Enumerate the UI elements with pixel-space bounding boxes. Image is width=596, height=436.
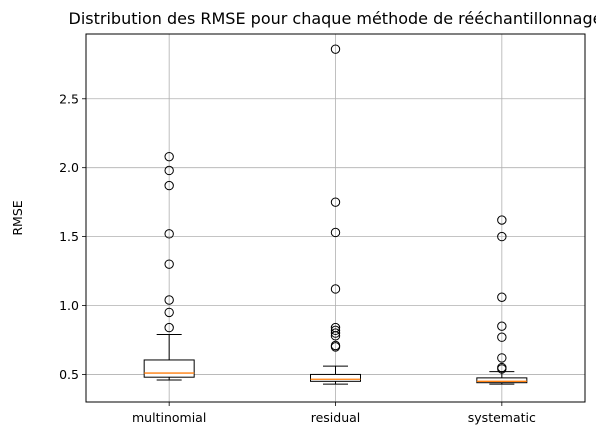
outlier-point	[164, 165, 174, 176]
outlier-point	[164, 180, 174, 191]
outlier-point	[497, 362, 507, 373]
ticks-layer: 0.5 1.0 1.5 2.0 2.5 multinomial residual system…	[59, 91, 536, 425]
chart-title: Distribution des RMSE pour chaque méthod…	[69, 9, 596, 28]
y-tick-label: 2.0	[59, 160, 79, 175]
x-tick-label: multinomial	[132, 410, 206, 425]
grid-layer	[86, 34, 585, 402]
x-tick-label: systematic	[468, 410, 536, 425]
outlier-point	[497, 215, 507, 225]
outlier-point	[164, 229, 174, 239]
x-tick-label: residual	[311, 410, 361, 425]
outlier-point	[330, 328, 341, 338]
outlier-point	[330, 197, 341, 207]
box-iqr	[476, 377, 528, 384]
outlier-point	[497, 353, 507, 363]
outlier-point	[164, 151, 174, 162]
outlier-point	[330, 284, 341, 294]
outlier-point	[330, 227, 341, 238]
boxes-layer	[143, 333, 528, 385]
outlier-point	[497, 231, 507, 242]
outlier-point	[330, 44, 341, 54]
outlier-point	[164, 307, 174, 318]
box-iqr	[143, 359, 195, 378]
y-axis-label: RMSE	[10, 200, 25, 235]
y-tick-label: 0.5	[59, 367, 79, 382]
box-iqr	[310, 373, 361, 382]
outlier-point	[497, 332, 507, 342]
outlier-point	[164, 322, 174, 333]
y-tick-label: 1.0	[59, 298, 79, 313]
outlier-point	[497, 292, 507, 302]
outlier-point	[330, 325, 341, 336]
outliers-layer	[164, 44, 507, 374]
outlier-point	[330, 340, 341, 351]
outlier-point	[164, 295, 174, 305]
outlier-point	[497, 321, 507, 331]
y-tick-label: 1.5	[59, 229, 79, 244]
y-tick-label: 2.5	[59, 91, 79, 106]
outlier-point	[330, 322, 341, 333]
outlier-point	[164, 259, 174, 269]
